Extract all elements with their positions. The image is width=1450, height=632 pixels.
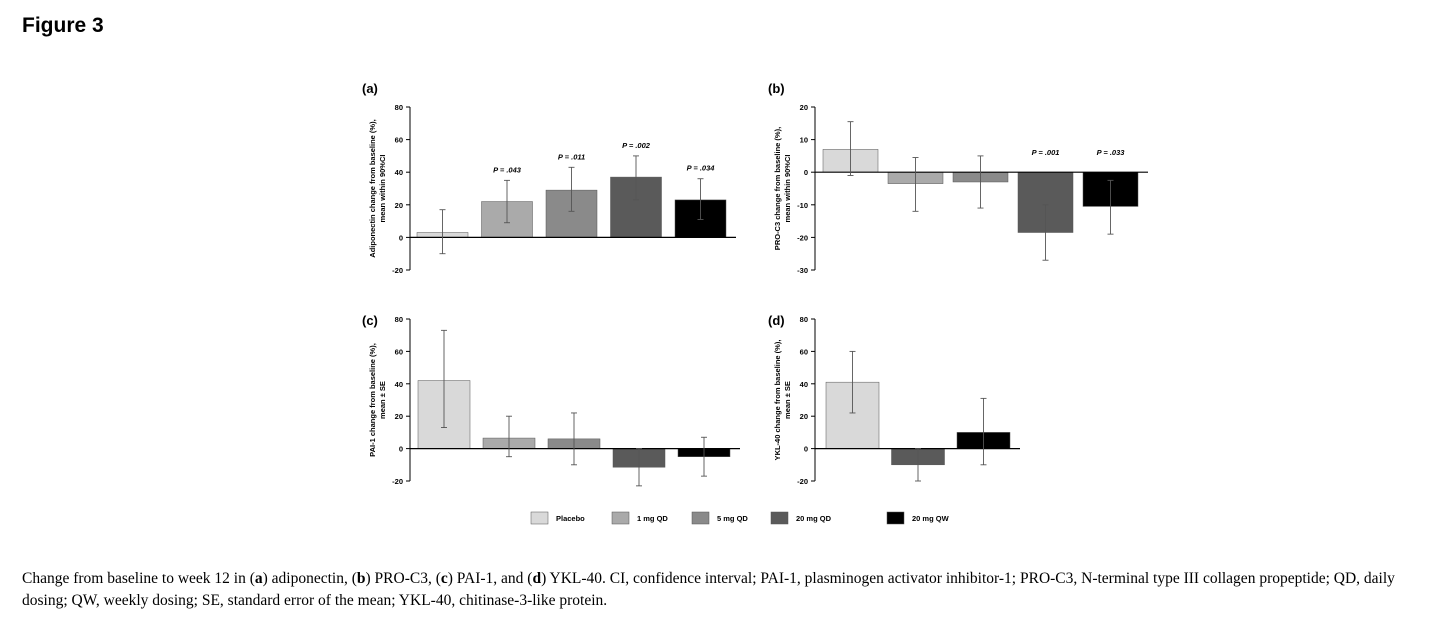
legend-swatch <box>770 511 789 525</box>
caption-text: c <box>440 570 448 587</box>
caption-text: ) YKL-40. CI, confidence interval; PAI-1… <box>22 570 1395 609</box>
y-tick-label: 80 <box>395 103 403 112</box>
legend-swatch <box>611 511 630 525</box>
legend-label: 20 mg QW <box>912 514 950 523</box>
y-axis-label: mean within 90%CI <box>783 155 792 223</box>
caption-text: ) PAI-1, and ( <box>447 570 533 587</box>
caption-text: Change from baseline to week 12 in ( <box>22 570 255 587</box>
caption-text: a <box>254 570 263 587</box>
legend-label: Placebo <box>556 514 585 523</box>
figure-caption: Change from baseline to week 12 in (a) a… <box>22 568 1432 612</box>
y-tick-label: 20 <box>395 201 403 210</box>
y-axis-label: mean within 90%CI <box>378 155 387 223</box>
y-tick-label: 10 <box>800 136 808 145</box>
y-tick-label: 0 <box>399 445 403 454</box>
caption-text: ) adiponectin, ( <box>262 570 357 587</box>
y-axis-label: PAI-1 change from baseline (%), <box>368 343 377 457</box>
p-value-annotation: P = .043 <box>493 165 522 174</box>
legend-swatch <box>691 511 710 525</box>
y-tick-label: -30 <box>797 266 808 275</box>
legend-swatch <box>886 511 905 525</box>
p-value-annotation: P = .001 <box>1032 148 1060 157</box>
y-axis-label: mean ± SE <box>783 381 792 419</box>
y-tick-label: 0 <box>804 445 808 454</box>
y-tick-label: 20 <box>800 412 808 421</box>
y-axis-label: PRO-C3 change from baseline (%), <box>773 127 782 250</box>
p-value-annotation: P = .034 <box>687 164 716 173</box>
y-tick-label: 60 <box>395 136 403 145</box>
y-tick-label: -20 <box>797 233 808 242</box>
y-tick-label: 40 <box>800 380 808 389</box>
y-tick-label: 20 <box>800 103 808 112</box>
figure-charts: (a) -20 0 20 40 60 80 Adiponectin change from b… <box>362 81 1148 525</box>
y-tick-label: -20 <box>797 477 808 486</box>
y-tick-label: 80 <box>395 315 403 324</box>
y-tick-label: 0 <box>399 233 403 242</box>
caption-text: b <box>356 570 366 587</box>
panel-label: (b) <box>768 81 785 96</box>
p-value-annotation: P = .011 <box>558 152 585 161</box>
y-tick-label: 40 <box>395 380 403 389</box>
p-value-annotation: P = .033 <box>1097 148 1126 157</box>
panel-label: (c) <box>362 313 378 328</box>
y-tick-label: 40 <box>395 168 403 177</box>
y-tick-label: 0 <box>804 168 808 177</box>
figure-title: Figure 3 <box>22 14 104 37</box>
legend-label: 5 mg QD <box>717 514 748 523</box>
y-tick-label: -20 <box>392 266 403 275</box>
panel-label: (d) <box>768 313 785 328</box>
y-tick-label: 60 <box>800 347 808 356</box>
y-tick-label: 80 <box>800 315 808 324</box>
legend-swatch <box>530 511 549 525</box>
p-value-annotation: P = .002 <box>622 141 651 150</box>
caption-text: ) PRO-C3, ( <box>365 570 441 587</box>
legend-label: 1 mg QD <box>637 514 668 523</box>
y-tick-label: -20 <box>392 477 403 486</box>
legend-label: 20 mg QD <box>796 514 832 523</box>
y-tick-label: 20 <box>395 412 403 421</box>
y-tick-label: -10 <box>797 201 808 210</box>
panel-label: (a) <box>362 81 378 96</box>
caption-text: d <box>532 570 542 587</box>
y-axis-label: Adiponectin change from baseline (%), <box>368 119 377 257</box>
y-axis-label: mean ± SE <box>378 381 387 419</box>
y-axis-label: YKL-40 change from baseline (%), <box>773 340 782 461</box>
y-tick-label: 60 <box>395 347 403 356</box>
